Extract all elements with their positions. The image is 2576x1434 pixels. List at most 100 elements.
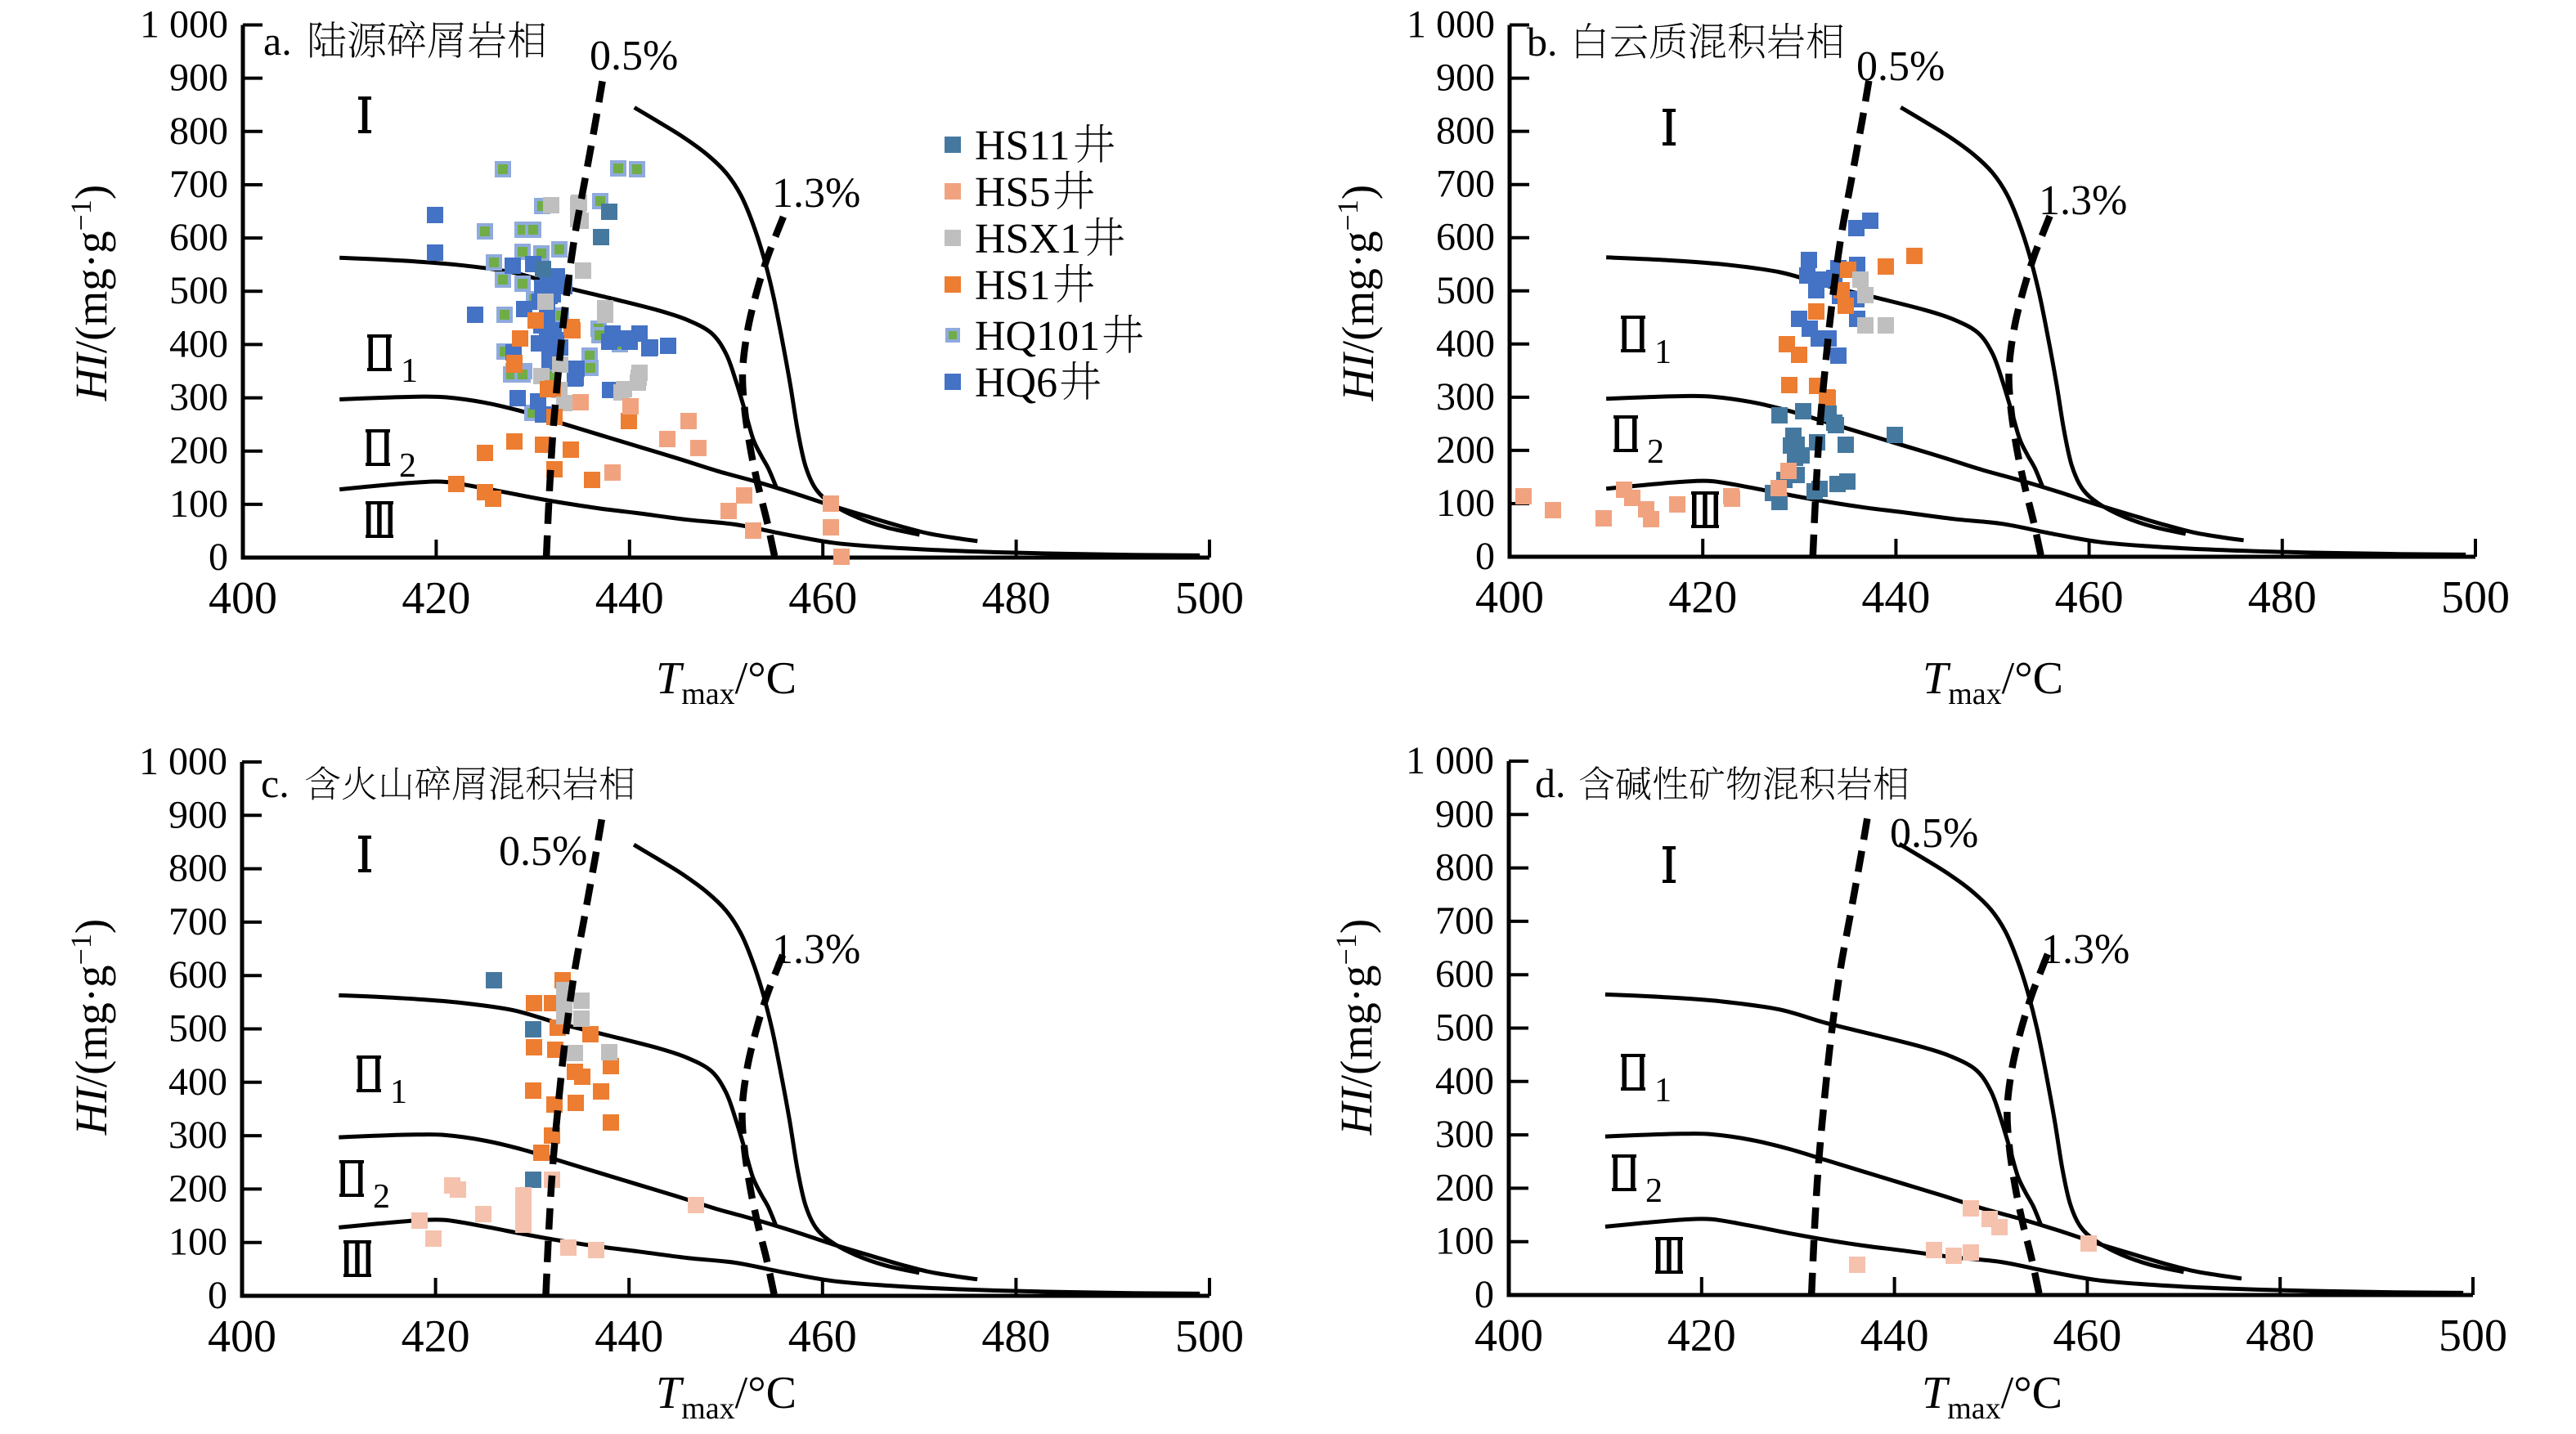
svg-text:480: 480 [2246,1311,2314,1361]
svg-text:200: 200 [169,429,228,473]
svg-text:1 000: 1 000 [1407,3,1495,47]
svg-text:460: 460 [788,1311,857,1362]
svg-text:400: 400 [168,1060,227,1104]
svg-text:0.5%: 0.5% [1856,43,1945,90]
svg-text:1: 1 [1654,1072,1672,1109]
svg-text:1 000: 1 000 [1406,739,1494,782]
svg-text:c.: c. [261,760,289,806]
svg-text:300: 300 [1436,375,1495,419]
svg-text:700: 700 [1435,899,1494,943]
svg-text:420: 420 [1667,1311,1736,1361]
svg-text:200: 200 [1436,428,1495,472]
svg-text:0.5%: 0.5% [590,33,678,79]
svg-text:440: 440 [595,573,664,624]
svg-text:400: 400 [1435,1060,1494,1103]
svg-text:900: 900 [1435,792,1494,836]
svg-text:HQ6: HQ6 [975,360,1057,406]
svg-text:500: 500 [168,1007,227,1051]
svg-text:460: 460 [2055,572,2124,623]
svg-text:500: 500 [1175,573,1244,624]
svg-text:900: 900 [169,56,228,100]
svg-text:HS11: HS11 [975,123,1070,169]
svg-text:600: 600 [1436,216,1495,259]
svg-text:100: 100 [1435,1220,1494,1263]
svg-text:0: 0 [1475,535,1495,578]
svg-text:HQ101: HQ101 [975,313,1100,360]
svg-text:100: 100 [169,482,228,526]
svg-text:500: 500 [2439,1311,2507,1361]
svg-text:HI/(mg·g−1): HI/(mg·g−1) [65,185,116,401]
svg-text:700: 700 [169,163,228,206]
svg-text:1 000: 1 000 [140,3,228,47]
svg-text:Tmax/°C: Tmax/°C [1923,653,2063,711]
svg-text:2: 2 [1645,1172,1663,1210]
svg-text:420: 420 [402,1311,470,1362]
svg-text:500: 500 [2441,572,2510,623]
svg-text:1.3%: 1.3% [2039,177,2127,224]
svg-text:400: 400 [1475,572,1544,623]
svg-text:Tmax/°C: Tmax/°C [1922,1368,2062,1426]
svg-text:500: 500 [169,269,228,312]
svg-text:1.3%: 1.3% [2041,926,2129,973]
svg-text:0: 0 [208,1274,227,1317]
svg-text:300: 300 [1435,1113,1494,1156]
svg-text:440: 440 [1861,572,1930,623]
svg-text:440: 440 [595,1311,663,1362]
svg-text:700: 700 [168,900,227,943]
svg-text:460: 460 [788,573,857,624]
svg-text:300: 300 [168,1114,227,1157]
svg-text:420: 420 [402,573,470,624]
svg-text:900: 900 [168,793,227,836]
svg-text:0: 0 [1474,1273,1494,1316]
svg-text:800: 800 [1436,110,1495,153]
svg-text:2: 2 [399,447,416,485]
svg-text:1.3%: 1.3% [772,926,860,973]
svg-text:HI/(mg·g−1): HI/(mg·g−1) [1330,919,1381,1136]
svg-text:200: 200 [168,1167,227,1210]
svg-text:500: 500 [1436,269,1495,312]
svg-text:HS1: HS1 [975,262,1050,309]
svg-text:800: 800 [169,110,228,153]
svg-text:500: 500 [1175,1311,1244,1362]
svg-text:a.: a. [263,18,292,64]
svg-text:480: 480 [2248,572,2317,623]
svg-text:HI/(mg·g−1): HI/(mg·g−1) [1331,185,1383,401]
svg-text:400: 400 [1436,322,1495,365]
svg-text:900: 900 [1436,56,1495,100]
svg-text:420: 420 [1668,572,1737,623]
svg-text:800: 800 [168,847,227,890]
svg-text:400: 400 [1474,1311,1543,1361]
svg-text:600: 600 [169,216,228,259]
svg-text:b.: b. [1527,19,1558,65]
svg-text:500: 500 [1435,1006,1494,1050]
svg-text:Tmax/°C: Tmax/°C [656,1368,797,1426]
svg-text:300: 300 [169,376,228,419]
svg-text:1: 1 [390,1073,407,1111]
svg-text:460: 460 [2053,1311,2121,1361]
svg-text:600: 600 [168,953,227,997]
svg-text:HS5: HS5 [975,169,1050,216]
svg-text:0.5%: 0.5% [499,828,587,875]
svg-text:2: 2 [1647,433,1664,471]
svg-text:0.5%: 0.5% [1890,810,1978,857]
svg-text:480: 480 [982,573,1051,624]
svg-text:440: 440 [1860,1311,1929,1361]
svg-text:400: 400 [169,322,228,365]
svg-text:HI/(mg·g−1): HI/(mg·g−1) [65,919,116,1136]
svg-text:200: 200 [1435,1166,1494,1209]
svg-text:1: 1 [1654,334,1672,371]
svg-text:480: 480 [981,1311,1050,1362]
svg-text:1.3%: 1.3% [772,170,860,217]
svg-text:0: 0 [209,536,228,579]
svg-text:1: 1 [401,352,418,390]
svg-text:600: 600 [1435,952,1494,996]
svg-text:100: 100 [168,1221,227,1264]
svg-text:1 000: 1 000 [139,740,227,783]
svg-text:700: 700 [1436,163,1495,206]
svg-text:HSX1: HSX1 [975,216,1081,262]
svg-text:d.: d. [1535,760,1566,806]
svg-text:2: 2 [373,1178,390,1216]
svg-text:800: 800 [1435,846,1494,890]
svg-text:100: 100 [1436,482,1495,525]
svg-text:Tmax/°C: Tmax/°C [656,653,797,711]
